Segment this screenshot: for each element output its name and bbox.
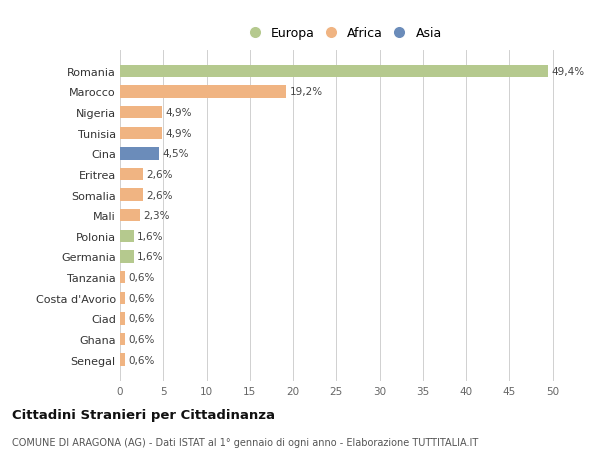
Bar <box>120 353 125 366</box>
Bar <box>120 210 140 222</box>
Text: 4,9%: 4,9% <box>166 129 193 139</box>
Text: Cittadini Stranieri per Cittadinanza: Cittadini Stranieri per Cittadinanza <box>12 408 275 421</box>
Text: 2,6%: 2,6% <box>146 190 172 200</box>
Text: 49,4%: 49,4% <box>551 67 584 77</box>
Text: 19,2%: 19,2% <box>290 87 323 97</box>
Bar <box>120 230 134 242</box>
Text: COMUNE DI ARAGONA (AG) - Dati ISTAT al 1° gennaio di ogni anno - Elaborazione TU: COMUNE DI ARAGONA (AG) - Dati ISTAT al 1… <box>12 437 478 447</box>
Text: 0,6%: 0,6% <box>128 293 155 303</box>
Text: 0,6%: 0,6% <box>128 355 155 365</box>
Bar <box>120 86 286 98</box>
Bar <box>120 271 125 284</box>
Text: 0,6%: 0,6% <box>128 334 155 344</box>
Bar <box>120 106 163 119</box>
Bar <box>120 66 548 78</box>
Text: 1,6%: 1,6% <box>137 252 164 262</box>
Text: 2,6%: 2,6% <box>146 169 172 179</box>
Bar <box>120 292 125 304</box>
Bar <box>120 168 143 181</box>
Text: 4,9%: 4,9% <box>166 108 193 118</box>
Text: 2,3%: 2,3% <box>143 211 170 221</box>
Bar <box>120 313 125 325</box>
Text: 0,6%: 0,6% <box>128 313 155 324</box>
Bar <box>120 333 125 345</box>
Bar <box>120 127 163 140</box>
Bar <box>120 148 159 160</box>
Legend: Europa, Africa, Asia: Europa, Africa, Asia <box>245 24 445 44</box>
Text: 4,5%: 4,5% <box>163 149 189 159</box>
Bar <box>120 251 134 263</box>
Text: 0,6%: 0,6% <box>128 273 155 282</box>
Bar <box>120 189 143 202</box>
Text: 1,6%: 1,6% <box>137 231 164 241</box>
